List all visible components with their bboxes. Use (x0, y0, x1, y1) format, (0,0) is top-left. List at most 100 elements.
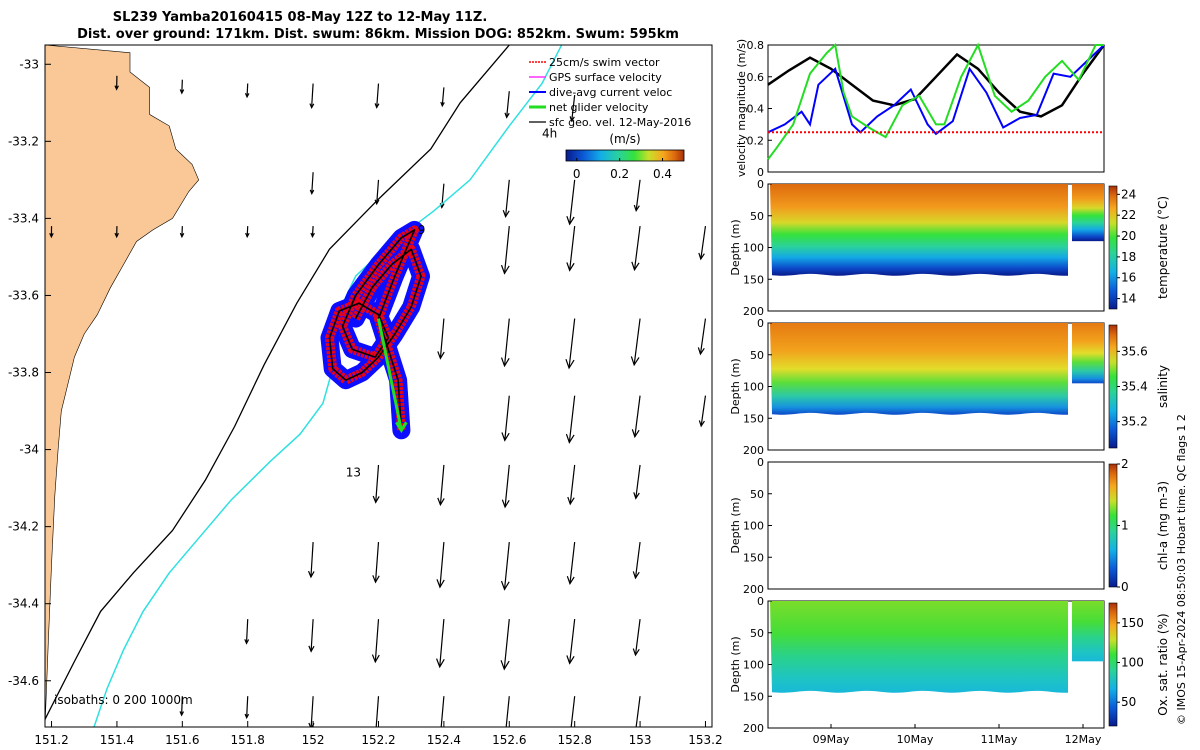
geo-vector-arrow (437, 464, 445, 507)
map-y-ticks: -33 -33.2 -33.4 -33.6 -33.8 -34 -34.2 -34.4 -34.… (8, 57, 51, 688)
geo-vector-arrow (374, 83, 380, 109)
geo-vector-head (309, 103, 315, 110)
map-colorbar: (m/s) 0 0.2 0.4 (565, 132, 685, 181)
geo-vector-head (440, 101, 445, 108)
geo-vector-shaft (311, 226, 314, 237)
geo-vector-arrow (569, 95, 576, 123)
geo-vector-head (179, 232, 185, 239)
geo-vector-head (500, 660, 510, 671)
geo-vector-arrow (437, 318, 445, 360)
geo-vector-arrow (632, 541, 641, 580)
map-x-tick-label: 152.2 (361, 733, 395, 747)
oxygen-section-colorbar-tick-label: 50 (1121, 695, 1136, 709)
geo-vector-head (437, 497, 445, 507)
geo-vector-head (500, 264, 510, 275)
geo-vector-shaft (503, 226, 510, 274)
geo-vector-shaft (503, 541, 510, 590)
geo-vector-arrow (244, 619, 250, 645)
geo-vector-shaft (181, 696, 183, 716)
geo-vector-shaft (633, 318, 641, 365)
geo-vector-arrow (436, 541, 445, 589)
salinity-section-colorbar-label: salinity (1156, 365, 1170, 408)
temperature-section-data-fill (770, 184, 1068, 276)
geo-vector-shaft (310, 542, 314, 578)
salinity-section-y-tick-label: 200 (743, 444, 764, 457)
geo-vector-shaft (503, 619, 510, 670)
geo-vector-arrow (372, 542, 380, 584)
oxygen-section-x-tick-label: 10May (897, 733, 934, 746)
geo-vector-shaft (634, 619, 641, 656)
geo-vector-arrow (565, 395, 576, 444)
geo-vector-arrow (49, 226, 54, 239)
velocity-series-line (767, 42, 1104, 160)
temperature-section-ylabel: Depth (m) (729, 219, 742, 275)
map-colorbar-tick-label: 0.2 (610, 167, 629, 181)
geo-vector-head (374, 103, 380, 109)
isobath-200m-line (93, 45, 563, 727)
geo-vector-shaft (569, 179, 576, 225)
geo-vector-head (504, 112, 510, 119)
geo-vector-head (309, 189, 315, 195)
geo-vector-arrow (179, 696, 185, 717)
geo-vector-shaft (634, 541, 641, 579)
oxygen-section-colorbar-tick-label: 100 (1121, 656, 1144, 670)
map-y-tick-label: -33 (19, 57, 39, 71)
geo-vector-shaft (246, 226, 249, 237)
chla-section-y-tick-label: 100 (743, 520, 764, 533)
geo-vector-head (437, 351, 445, 360)
net-glider-arrow (377, 318, 403, 431)
geo-vector-shaft (503, 318, 510, 366)
geo-vector-arrow (567, 464, 576, 506)
land-area (45, 45, 200, 727)
geo-vector-head (631, 261, 640, 272)
salinity-section-colorbar-tick-label: 35.6 (1121, 344, 1148, 358)
geo-vector-head (698, 252, 705, 261)
map-x-tick-label: 151.6 (165, 733, 199, 747)
temperature-section-y-tick-label: 200 (743, 305, 764, 318)
figure-title: SL239 Yamba20160415 08-May 12Z to 12-May… (113, 10, 488, 25)
geo-vector-arrow (114, 226, 120, 239)
geo-vector-arrow (631, 226, 641, 272)
geo-vector-arrow (501, 464, 510, 509)
geo-vector-arrow (633, 464, 641, 500)
geo-vector-head (307, 570, 315, 579)
geo-vector-shaft (505, 696, 510, 727)
oxygen-section-x-tick-label: 11May (981, 733, 1018, 746)
map-x-tick-label: 152.4 (427, 733, 461, 747)
glider-track (320, 220, 430, 440)
geo-vector-shaft (375, 464, 380, 503)
geo-vector-head (633, 492, 640, 500)
oxygen-section-x-tick-label: 09May (813, 733, 850, 746)
temperature-section-colorbar-tick-label: 20 (1121, 229, 1136, 243)
oxygen-section-colorbar (1108, 602, 1118, 727)
legend-gps-label: GPS surface velocity (549, 71, 662, 84)
geo-vector-head (501, 499, 510, 509)
geo-vector-arrow (244, 83, 250, 99)
geo-vector-head (372, 575, 380, 584)
isobath-1000m-line (45, 45, 510, 720)
geo-vector-arrow (631, 395, 641, 439)
geo-vector-arrow (307, 542, 315, 579)
velocity-series-line (767, 44, 1106, 118)
geo-vector-shaft (441, 87, 445, 106)
geo-vector-arrow (633, 179, 641, 213)
oxygen-section-y-tick-label: 0 (757, 595, 764, 608)
geo-vector-head (308, 645, 315, 653)
geo-vector-shaft (571, 95, 576, 122)
geo-vector-head (49, 232, 54, 239)
oxygen-section-y-tick-label: 100 (743, 659, 764, 672)
geo-vector-head (374, 199, 380, 206)
map-y-tick-label: -33.4 (8, 211, 39, 225)
geo-vector-arrow (566, 541, 576, 586)
geo-vector-shaft (700, 395, 707, 427)
temperature-section-panel: 0 50 100 150 200 Depth (m) 14 16 18 20 22 24 tempera… (729, 178, 1170, 318)
map-x-tick-label: 152.8 (557, 733, 591, 747)
geo-vector-head (631, 429, 640, 439)
geo-vector-shaft (569, 541, 576, 584)
chla-section-y-tick-label: 0 (757, 456, 764, 469)
geo-vector-head (245, 232, 250, 239)
oxygen-section-data-fill (770, 601, 1068, 693)
salinity-section-ylabel: Depth (m) (729, 358, 742, 414)
temperature-section-colorbar-tick-label: 14 (1121, 292, 1136, 306)
geo-vector-arrow (504, 91, 510, 119)
